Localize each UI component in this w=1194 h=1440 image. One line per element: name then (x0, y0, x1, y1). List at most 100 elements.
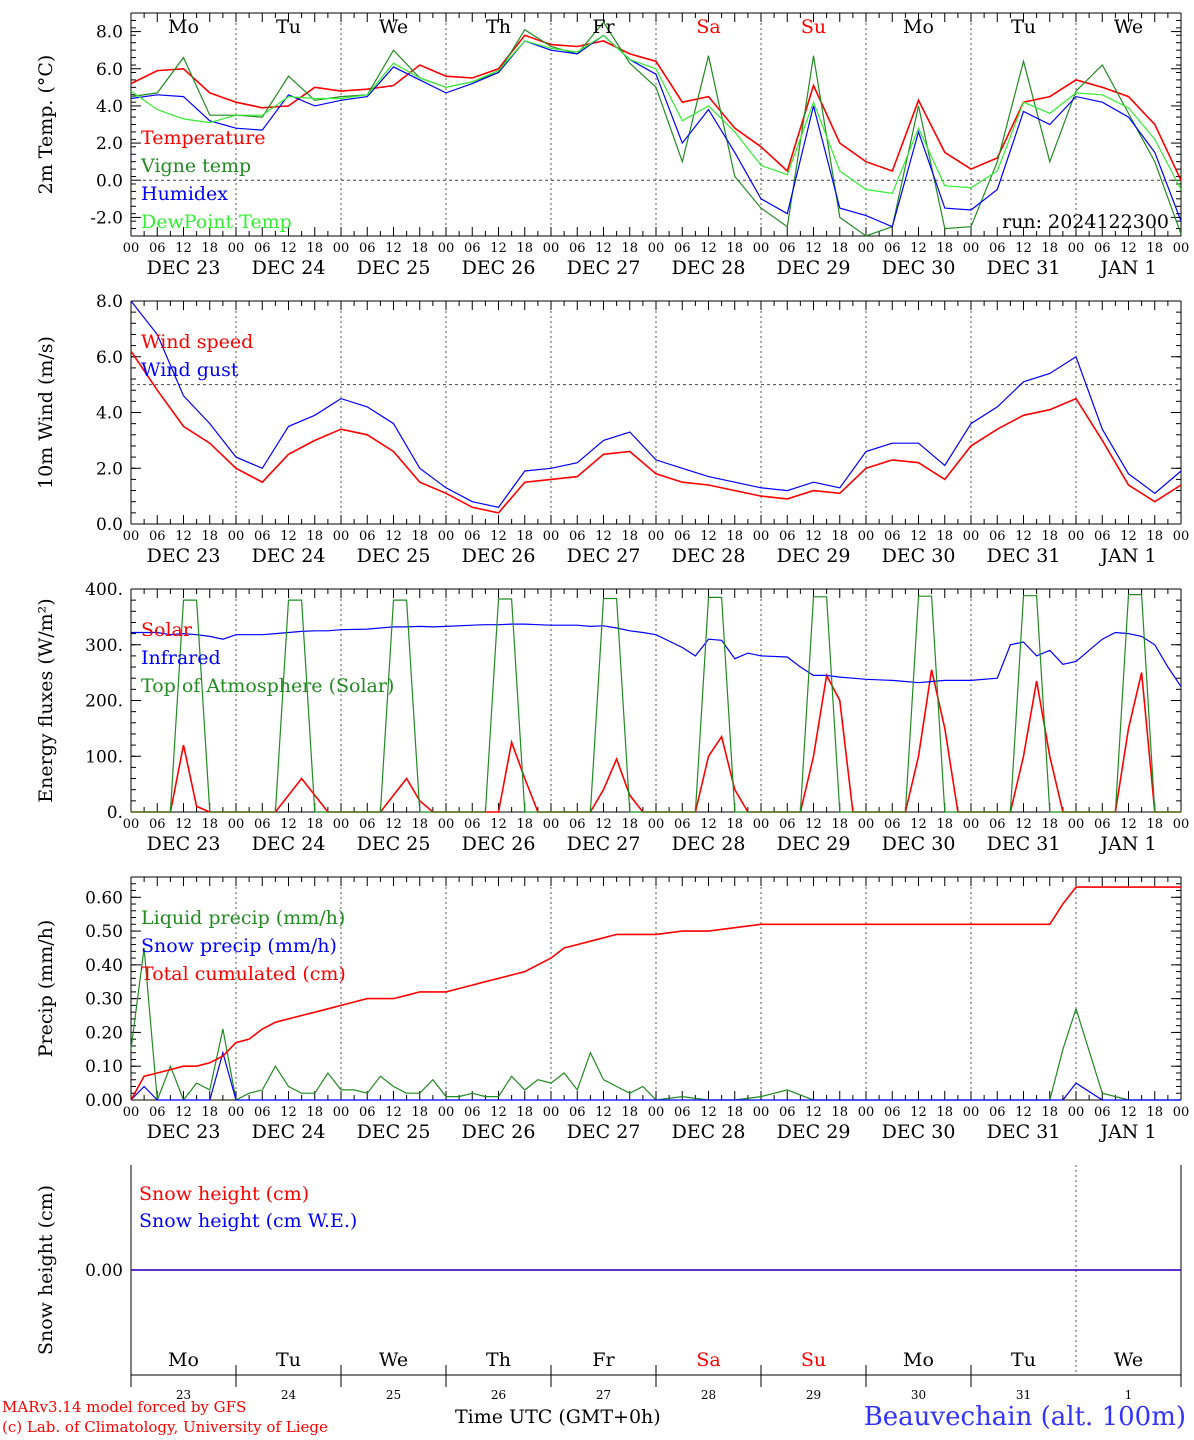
hour-tick-label: 18 (201, 529, 218, 544)
hour-tick-label: 18 (621, 529, 638, 544)
hour-tick-label: 18 (1146, 529, 1163, 544)
legend-entry: Liquid precip (mm/h) (141, 907, 345, 929)
date-label: DEC 29 (777, 257, 851, 279)
y-axis-label: 2m Temp. (°C) (35, 55, 57, 195)
hour-tick-label: 12 (385, 817, 402, 832)
hour-tick-label: 12 (175, 1105, 192, 1120)
hour-tick-label: 12 (280, 817, 297, 832)
hour-tick-label: 12 (175, 241, 192, 256)
weekday-label: Mo (903, 16, 934, 38)
hour-tick-label: 12 (280, 529, 297, 544)
hour-tick-label: 18 (1146, 241, 1163, 256)
hour-tick-label: 00 (858, 1105, 875, 1120)
hour-tick-label: 00 (1173, 1105, 1190, 1120)
date-label: DEC 25 (357, 1121, 431, 1143)
hour-tick-label: 12 (1120, 241, 1137, 256)
hour-tick-label: 00 (543, 241, 560, 256)
weekday-label: Su (801, 1349, 826, 1371)
hour-tick-label: 18 (621, 241, 638, 256)
date-label: DEC 23 (147, 833, 221, 855)
day-number-label: 31 (1016, 1388, 1031, 1402)
hour-tick-label: 06 (779, 817, 796, 832)
hour-tick-label: 06 (569, 529, 586, 544)
hour-tick-label: 06 (254, 529, 271, 544)
hour-tick-label: 18 (726, 817, 743, 832)
hour-tick-label: 12 (490, 1105, 507, 1120)
hour-tick-label: 00 (963, 241, 980, 256)
hour-tick-label: 18 (726, 1105, 743, 1120)
hour-tick-label: 12 (910, 529, 927, 544)
date-label: DEC 24 (252, 545, 326, 567)
date-label: JAN 1 (1098, 545, 1156, 567)
hour-tick-label: 06 (464, 1105, 481, 1120)
date-label: DEC 28 (672, 833, 746, 855)
day-number-label: 1 (1125, 1388, 1133, 1402)
hour-tick-label: 00 (753, 529, 770, 544)
hour-tick-label: 18 (726, 241, 743, 256)
weekday-label: Th (486, 16, 511, 38)
series-line-2 (130, 34, 1182, 228)
day-number-label: 29 (806, 1388, 821, 1402)
hour-tick-label: 00 (543, 817, 560, 832)
y-tick-label: 0. (107, 803, 123, 823)
hour-tick-label: 00 (438, 817, 455, 832)
hour-tick-label: 06 (1094, 241, 1111, 256)
legend-entry: Solar (141, 619, 193, 641)
day-number-label: 26 (491, 1388, 506, 1402)
day-number-label: 27 (596, 1388, 611, 1402)
weekday-label: Sa (696, 16, 720, 38)
weekday-label: Sa (696, 1349, 720, 1371)
hour-tick-label: 06 (884, 529, 901, 544)
hour-tick-label: 18 (306, 241, 323, 256)
hour-tick-label: 00 (438, 241, 455, 256)
hour-tick-label: 00 (753, 241, 770, 256)
hour-tick-label: 00 (1068, 241, 1085, 256)
hour-tick-label: 12 (910, 1105, 927, 1120)
hour-tick-label: 18 (1146, 1105, 1163, 1120)
series-line-1 (130, 300, 1182, 508)
hour-tick-label: 18 (201, 1105, 218, 1120)
weekday-label: Th (486, 1349, 511, 1371)
hour-tick-label: 00 (438, 529, 455, 544)
date-label: DEC 27 (567, 833, 641, 855)
hour-tick-label: 00 (1068, 1105, 1085, 1120)
hour-tick-label: 06 (464, 529, 481, 544)
date-label: DEC 30 (882, 545, 956, 567)
hour-tick-label: 00 (1173, 529, 1190, 544)
hour-tick-label: 06 (674, 241, 691, 256)
hour-tick-label: 18 (516, 1105, 533, 1120)
hour-tick-label: 00 (228, 241, 245, 256)
hour-tick-label: 06 (254, 1105, 271, 1120)
series-line-1 (131, 623, 1182, 687)
weekday-label: Tu (1011, 16, 1036, 38)
hour-tick-label: 18 (726, 529, 743, 544)
y-tick-label: 6.0 (96, 348, 123, 368)
weekday-label: Tu (276, 16, 301, 38)
date-label: DEC 26 (462, 257, 536, 279)
y-tick-label: 0.40 (85, 956, 123, 976)
date-label: DEC 26 (462, 1121, 536, 1143)
y-tick-label: 0.20 (85, 1023, 123, 1043)
date-label: JAN 1 (1098, 833, 1156, 855)
weekday-label: We (379, 1349, 408, 1371)
hour-tick-label: 18 (936, 241, 953, 256)
hour-tick-label: 12 (490, 241, 507, 256)
hour-tick-label: 18 (1041, 817, 1058, 832)
hour-tick-label: 18 (831, 1105, 848, 1120)
station-name: Beauvechain (alt. 100m) (863, 1402, 1186, 1432)
hour-tick-label: 06 (359, 1105, 376, 1120)
hour-tick-label: 00 (228, 1105, 245, 1120)
hour-tick-label: 06 (254, 817, 271, 832)
weekday-label: Mo (168, 16, 199, 38)
date-label: DEC 28 (672, 257, 746, 279)
hour-tick-label: 12 (175, 529, 192, 544)
y-tick-label: 300. (85, 636, 123, 656)
hour-tick-label: 12 (910, 817, 927, 832)
hour-tick-label: 06 (674, 529, 691, 544)
hour-tick-label: 12 (490, 529, 507, 544)
hour-tick-label: 18 (831, 241, 848, 256)
y-axis-label: Energy fluxes (W/m²) (35, 598, 57, 802)
date-label: JAN 1 (1098, 1121, 1156, 1143)
hour-tick-label: 06 (779, 529, 796, 544)
hour-tick-label: 18 (936, 1105, 953, 1120)
